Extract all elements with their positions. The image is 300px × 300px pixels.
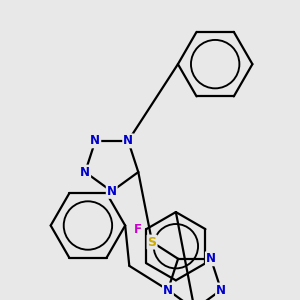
Text: N: N [163, 284, 173, 296]
Text: F: F [134, 223, 142, 236]
Text: N: N [80, 166, 90, 178]
Text: S: S [148, 236, 157, 249]
Text: N: N [216, 284, 226, 296]
Text: N: N [123, 134, 133, 147]
Text: N: N [206, 252, 216, 265]
Text: N: N [107, 185, 117, 198]
Text: N: N [90, 134, 100, 147]
